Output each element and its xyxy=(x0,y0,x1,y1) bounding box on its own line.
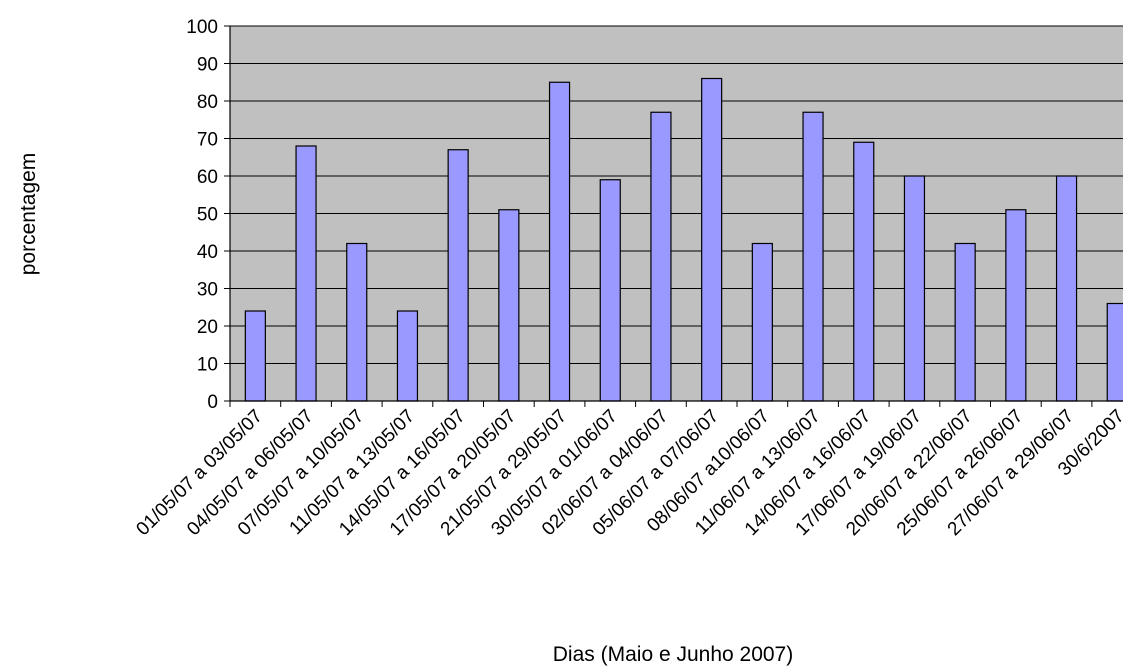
y-tick-label: 0 xyxy=(207,392,218,413)
y-tick-label: 30 xyxy=(197,280,218,301)
bar xyxy=(396,310,419,402)
bar xyxy=(244,310,266,402)
y-tick-label: 40 xyxy=(197,242,218,263)
bar xyxy=(548,81,571,402)
bar xyxy=(802,111,824,402)
bars xyxy=(244,77,1123,402)
bar xyxy=(1106,302,1123,402)
bar xyxy=(498,209,520,402)
y-tick-label: 90 xyxy=(197,55,218,76)
bar xyxy=(751,242,773,402)
y-tick-labels: 0 10 20 30 40 50 60 70 80 90 100 xyxy=(186,17,218,413)
y-tick-label: 60 xyxy=(197,167,218,188)
bar xyxy=(903,175,926,402)
y-tick-label: 10 xyxy=(197,355,218,376)
bar xyxy=(295,145,317,402)
axes xyxy=(224,25,1123,407)
y-tick-label: 70 xyxy=(197,130,218,151)
bar xyxy=(853,141,875,402)
bar xyxy=(599,179,621,402)
x-axis-title: Dias (Maio e Junho 2007) xyxy=(553,643,793,666)
gridlines xyxy=(230,25,1123,364)
bar xyxy=(346,242,368,402)
y-axis-title: porcentagem xyxy=(17,153,40,276)
bar xyxy=(650,111,672,402)
y-tick-label: 100 xyxy=(186,17,218,38)
bar xyxy=(447,149,469,402)
bar xyxy=(701,77,723,402)
y-tick-label: 80 xyxy=(197,92,218,113)
bar xyxy=(1055,175,1078,402)
bar xyxy=(1005,209,1027,402)
bar xyxy=(954,242,976,402)
y-tick-label: 50 xyxy=(197,205,218,226)
y-tick-label: 20 xyxy=(197,317,218,338)
